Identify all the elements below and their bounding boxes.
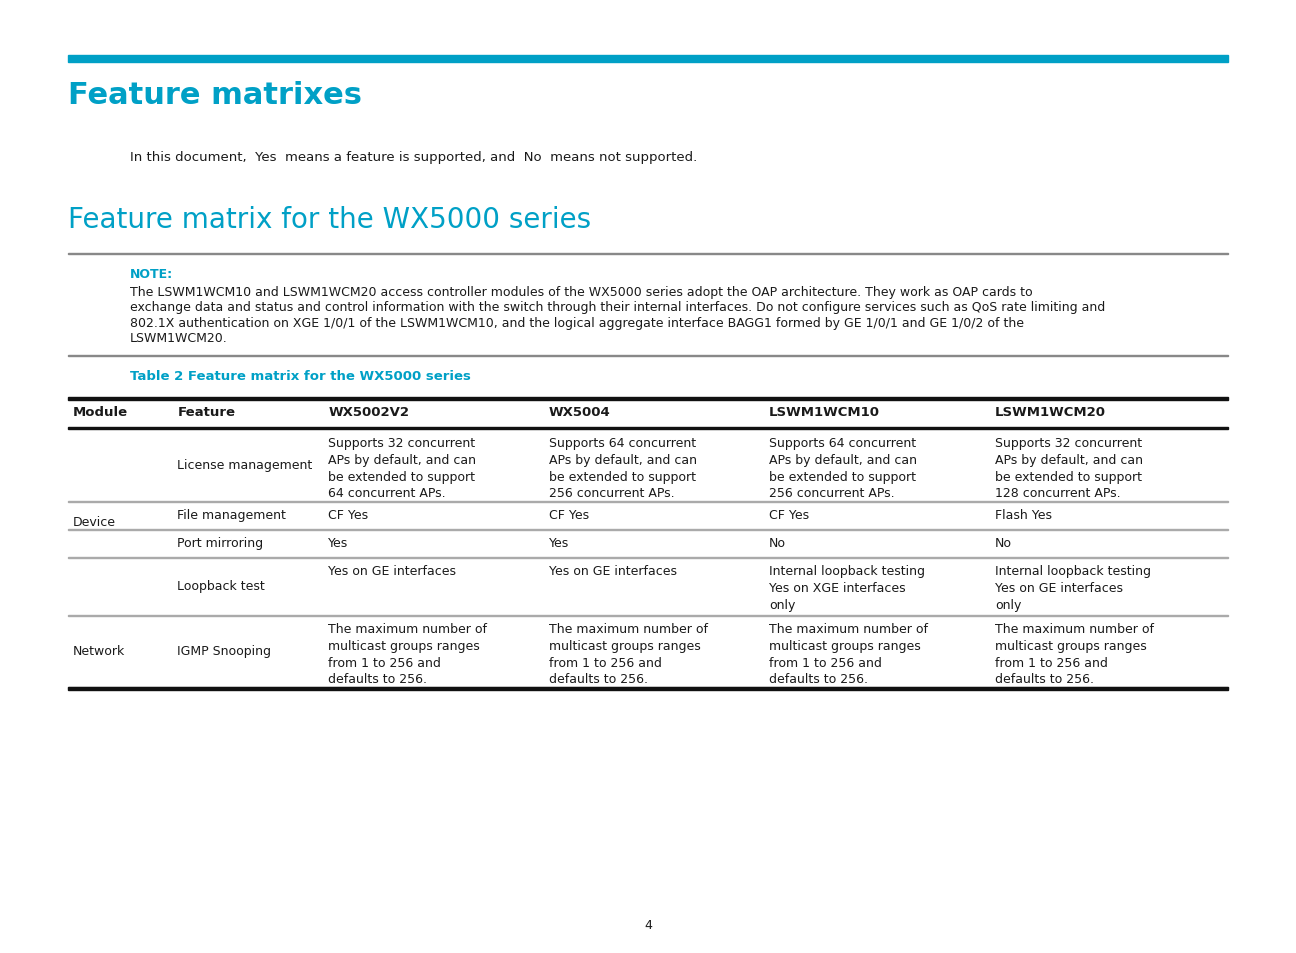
Text: Feature matrixes: Feature matrixes: [67, 81, 362, 110]
Text: Loopback test: Loopback test: [178, 579, 266, 593]
Text: LSWM1WCM20: LSWM1WCM20: [995, 406, 1107, 419]
Text: NOTE:: NOTE:: [130, 268, 174, 281]
Text: Device: Device: [73, 516, 117, 529]
Text: Yes: Yes: [548, 537, 569, 550]
Text: CF Yes: CF Yes: [328, 509, 368, 521]
Text: 4: 4: [644, 919, 652, 931]
Text: WX5004: WX5004: [548, 406, 610, 419]
Text: Yes: Yes: [328, 537, 349, 550]
Text: The maximum number of
multicast groups ranges
from 1 to 256 and
defaults to 256.: The maximum number of multicast groups r…: [995, 622, 1155, 685]
Text: 802.1X authentication on XGE 1/0/1 of the LSWM1WCM10, and the logical aggregate : 802.1X authentication on XGE 1/0/1 of th…: [130, 316, 1024, 330]
Text: The maximum number of
multicast groups ranges
from 1 to 256 and
defaults to 256.: The maximum number of multicast groups r…: [769, 622, 928, 685]
Text: WX5002V2: WX5002V2: [328, 406, 410, 419]
Text: Yes on GE interfaces: Yes on GE interfaces: [328, 564, 456, 578]
Text: LSWM1WCM20.: LSWM1WCM20.: [130, 333, 228, 345]
Bar: [67, 428, 1229, 430]
Text: Supports 32 concurrent
APs by default, and can
be extended to support
64 concurr: Supports 32 concurrent APs by default, a…: [328, 436, 476, 500]
Text: IGMP Snooping: IGMP Snooping: [178, 645, 271, 658]
Text: Internal loopback testing
Yes on GE interfaces
only: Internal loopback testing Yes on GE inte…: [995, 564, 1151, 611]
Text: No: No: [995, 537, 1012, 550]
Text: Feature: Feature: [178, 406, 236, 419]
Text: exchange data and status and control information with the switch through their i: exchange data and status and control inf…: [130, 301, 1105, 314]
Text: Internal loopback testing
Yes on XGE interfaces
only: Internal loopback testing Yes on XGE int…: [769, 564, 925, 611]
Text: Network: Network: [73, 645, 126, 658]
Text: LSWM1WCM10: LSWM1WCM10: [769, 406, 880, 419]
Text: Supports 64 concurrent
APs by default, and can
be extended to support
256 concur: Supports 64 concurrent APs by default, a…: [548, 436, 697, 500]
Text: Yes on GE interfaces: Yes on GE interfaces: [548, 564, 677, 578]
Text: Table 2 Feature matrix for the WX5000 series: Table 2 Feature matrix for the WX5000 se…: [130, 370, 470, 382]
Text: CF Yes: CF Yes: [769, 509, 809, 521]
Text: CF Yes: CF Yes: [548, 509, 588, 521]
Text: Port mirroring: Port mirroring: [178, 537, 263, 550]
Bar: [67, 253, 1229, 254]
Text: Feature matrix for the WX5000 series: Feature matrix for the WX5000 series: [67, 206, 591, 233]
Bar: [67, 687, 1229, 690]
Text: The LSWM1WCM10 and LSWM1WCM20 access controller modules of the WX5000 series ado: The LSWM1WCM10 and LSWM1WCM20 access con…: [130, 286, 1033, 298]
Bar: [67, 56, 1229, 63]
Text: Supports 32 concurrent
APs by default, and can
be extended to support
128 concur: Supports 32 concurrent APs by default, a…: [995, 436, 1143, 500]
Text: No: No: [769, 537, 785, 550]
Text: Supports 64 concurrent
APs by default, and can
be extended to support
256 concur: Supports 64 concurrent APs by default, a…: [769, 436, 918, 500]
Text: The maximum number of
multicast groups ranges
from 1 to 256 and
defaults to 256.: The maximum number of multicast groups r…: [548, 622, 708, 685]
Bar: [67, 397, 1229, 400]
Text: File management: File management: [178, 509, 286, 522]
Bar: [67, 355, 1229, 356]
Text: Flash Yes: Flash Yes: [995, 509, 1052, 521]
Text: The maximum number of
multicast groups ranges
from 1 to 256 and
defaults to 256.: The maximum number of multicast groups r…: [328, 622, 487, 685]
Text: In this document,  Yes  means a feature is supported, and  No  means not support: In this document, Yes means a feature is…: [130, 151, 697, 164]
Text: License management: License management: [178, 459, 312, 472]
Text: Module: Module: [73, 406, 128, 419]
